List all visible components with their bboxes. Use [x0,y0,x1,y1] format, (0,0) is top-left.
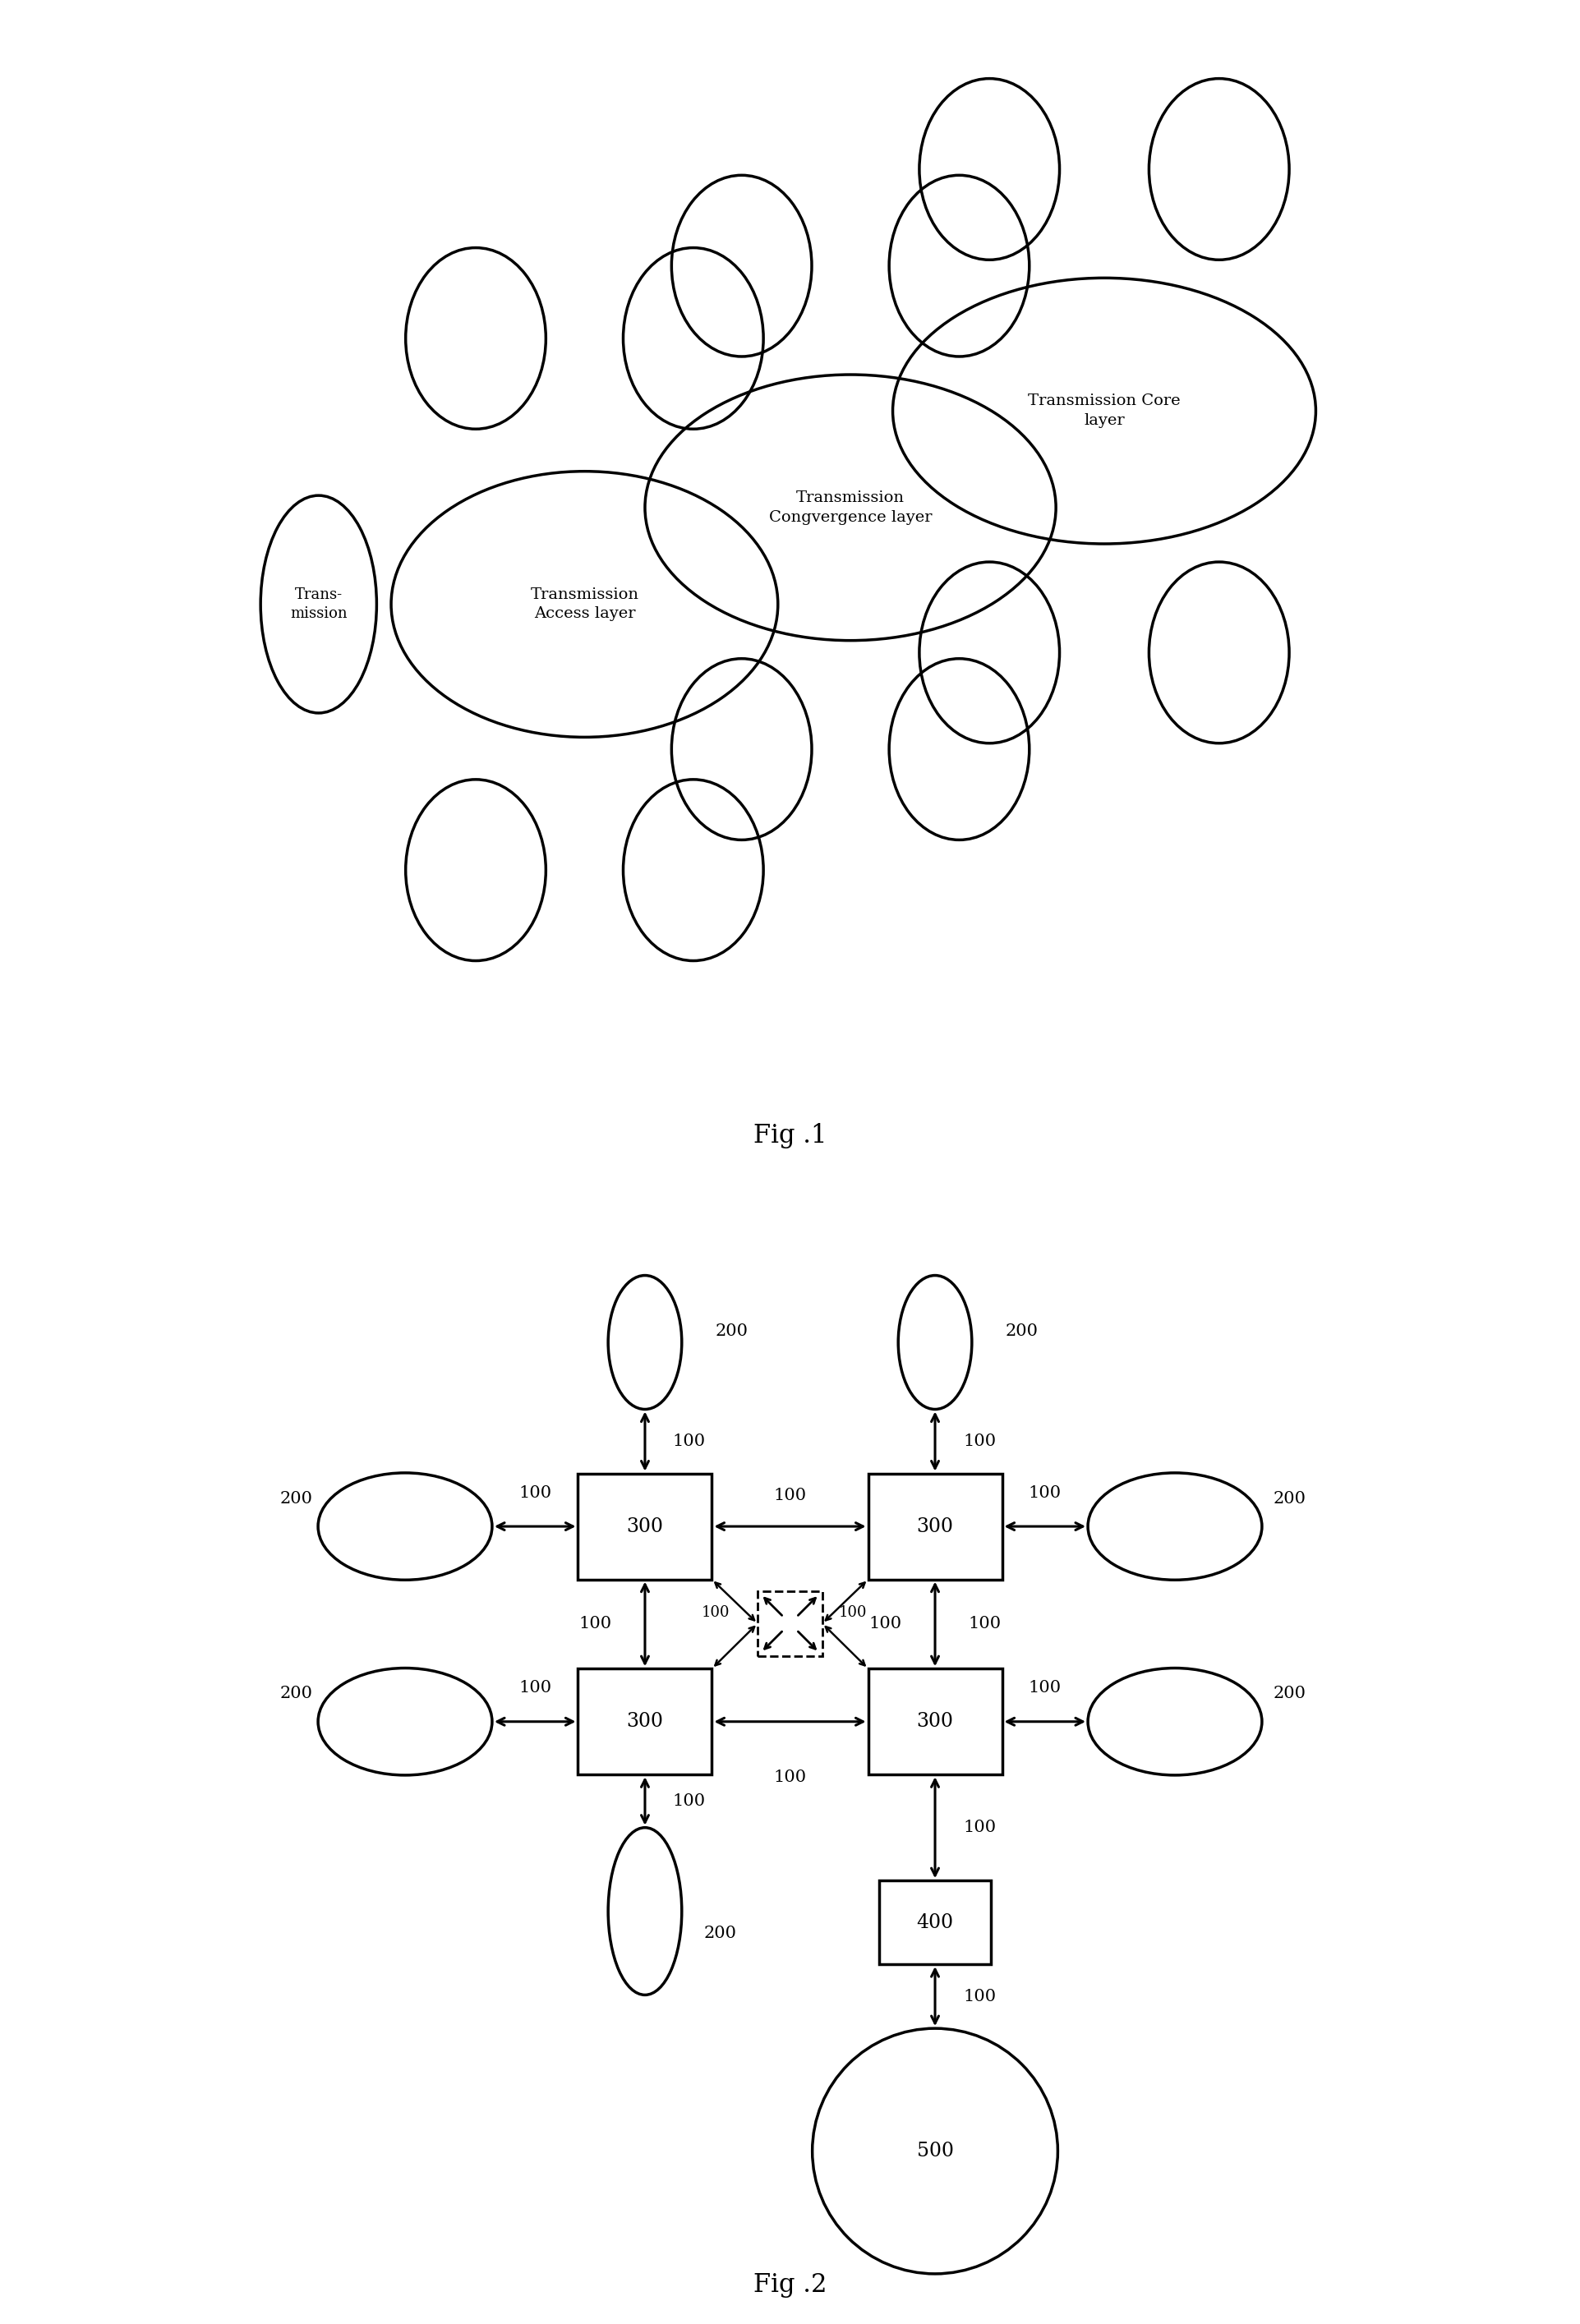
Text: 200: 200 [1273,1490,1307,1506]
Text: Fig .1: Fig .1 [754,1122,826,1148]
Text: 100: 100 [969,1615,1002,1631]
Text: 200: 200 [705,1927,736,1941]
Text: Transmission
Access layer: Transmission Access layer [531,588,638,621]
Text: 100: 100 [962,1989,995,2003]
Bar [578,1473,713,1580]
Text: 200: 200 [716,1322,747,1339]
Text: 300: 300 [627,1713,664,1731]
Text: 100: 100 [962,1434,995,1450]
Text: 500: 500 [916,2143,953,2161]
Bar [878,1880,991,1964]
Text: 100: 100 [839,1606,867,1620]
Text: 400: 400 [916,1913,954,1931]
Bar [867,1669,1002,1776]
Text: 200: 200 [1005,1322,1038,1339]
Text: Fig .2: Fig .2 [754,2273,826,2298]
Text: 300: 300 [916,1518,953,1536]
Text: 300: 300 [916,1713,953,1731]
Text: 100: 100 [702,1606,730,1620]
Text: 100: 100 [673,1794,706,1808]
Text: 100: 100 [518,1680,551,1697]
Text: 200: 200 [280,1685,313,1701]
Text: 200: 200 [280,1490,313,1506]
Text: 100: 100 [774,1487,806,1504]
Text: 100: 100 [673,1434,706,1450]
Text: 100: 100 [962,1820,995,1836]
Text: 100: 100 [518,1485,551,1501]
Bar [867,1473,1002,1580]
Text: 300: 300 [627,1518,664,1536]
Text: 100: 100 [774,1769,806,1785]
Text: 100: 100 [1029,1680,1062,1697]
Bar [578,1669,713,1776]
Text: 100: 100 [578,1615,611,1631]
Text: 200: 200 [1273,1685,1307,1701]
Text: Trans-
mission: Trans- mission [291,588,348,621]
Text: Transmission
Congvergence layer: Transmission Congvergence layer [769,490,932,525]
Text: 100: 100 [869,1615,902,1631]
Bar [758,1592,822,1655]
Text: 100: 100 [1029,1485,1062,1501]
Text: Transmission Core
layer: Transmission Core layer [1029,393,1180,428]
